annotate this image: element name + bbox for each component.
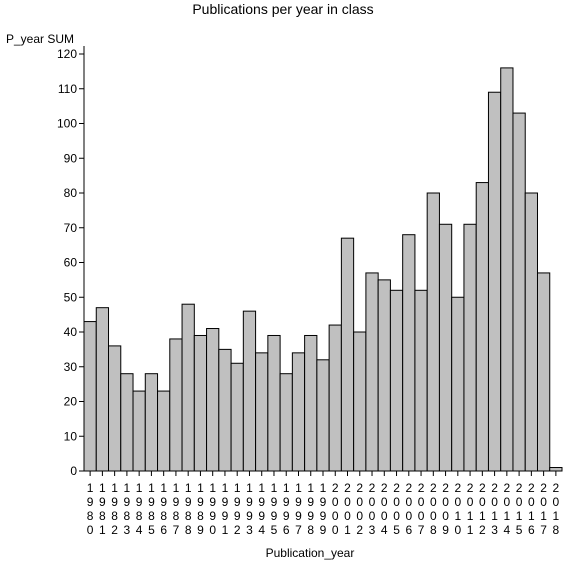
- bar-1992: [230, 362, 244, 472]
- bar-2006: [402, 234, 416, 472]
- bar-1994: [255, 352, 269, 472]
- bar-1986: [157, 390, 171, 472]
- y-tick-label: 60: [64, 256, 78, 270]
- bar-2012: [475, 182, 489, 472]
- bar-2004: [377, 279, 391, 472]
- bar-1987: [169, 338, 183, 472]
- bar-2005: [389, 289, 404, 472]
- bar-1993: [242, 310, 257, 472]
- y-tick-label: 30: [64, 360, 78, 374]
- bar-2018: [549, 467, 563, 472]
- bars-group: [83, 67, 563, 472]
- bar-1980: [83, 321, 97, 472]
- bar-2001: [340, 237, 355, 472]
- bar-2009: [438, 223, 453, 472]
- bar-1999: [316, 359, 330, 472]
- bar-2000: [328, 324, 342, 472]
- y-tick-label: 80: [64, 186, 78, 200]
- y-tick-label: 50: [64, 290, 78, 304]
- bar-2013: [487, 91, 502, 472]
- bar-1998: [304, 334, 318, 472]
- bar-1985: [144, 373, 159, 472]
- chart-title: Publications per year in class: [192, 1, 373, 17]
- y-tick-label: 110: [58, 82, 77, 96]
- bar-1983: [120, 373, 134, 472]
- y-tick-label: 70: [64, 221, 78, 235]
- bar-2014: [500, 67, 514, 472]
- x-axis: 1 9 8 0 1 9 8 1 1 9 8 2 1 9 8 3 1 9 8 4 1 9 8 5 1 9 8 6 1 9 8 7 1 9 8 8 1 9 8 9…: [84, 470, 562, 537]
- bar-2017: [536, 272, 551, 472]
- y-tick-label: 10: [64, 429, 78, 443]
- x-axis-label: Publication_year: [266, 546, 355, 560]
- bar-2016: [524, 192, 538, 472]
- bar-2010: [451, 296, 465, 472]
- bar-1996: [279, 373, 293, 472]
- y-tick-label: 90: [64, 151, 78, 165]
- y-tick-label: 20: [64, 395, 78, 409]
- bar-1995: [267, 334, 281, 472]
- bar-1981: [95, 307, 110, 472]
- bar-1991: [218, 348, 232, 472]
- y-tick-label: 100: [57, 117, 77, 131]
- y-tick-label: 120: [57, 47, 77, 61]
- bar-1990: [206, 328, 220, 472]
- bar-2003: [365, 272, 379, 472]
- bar-2015: [512, 112, 526, 472]
- y-axis: 0 10 20 30 40 50 60 70 80 90 100 110 120: [57, 46, 85, 478]
- y-axis-label: P_year SUM: [6, 32, 74, 46]
- bar-2002: [353, 331, 367, 472]
- bar-1982: [108, 345, 122, 472]
- bar-2008: [426, 192, 440, 472]
- bar-1997: [291, 352, 306, 472]
- bar-1989: [193, 334, 208, 472]
- y-tick-label: 40: [64, 325, 78, 339]
- bar-1988: [181, 303, 195, 472]
- bar-2007: [414, 289, 428, 472]
- bar-2011: [463, 223, 477, 472]
- y-tick-label: 0: [70, 464, 77, 478]
- bar-1984: [132, 390, 146, 472]
